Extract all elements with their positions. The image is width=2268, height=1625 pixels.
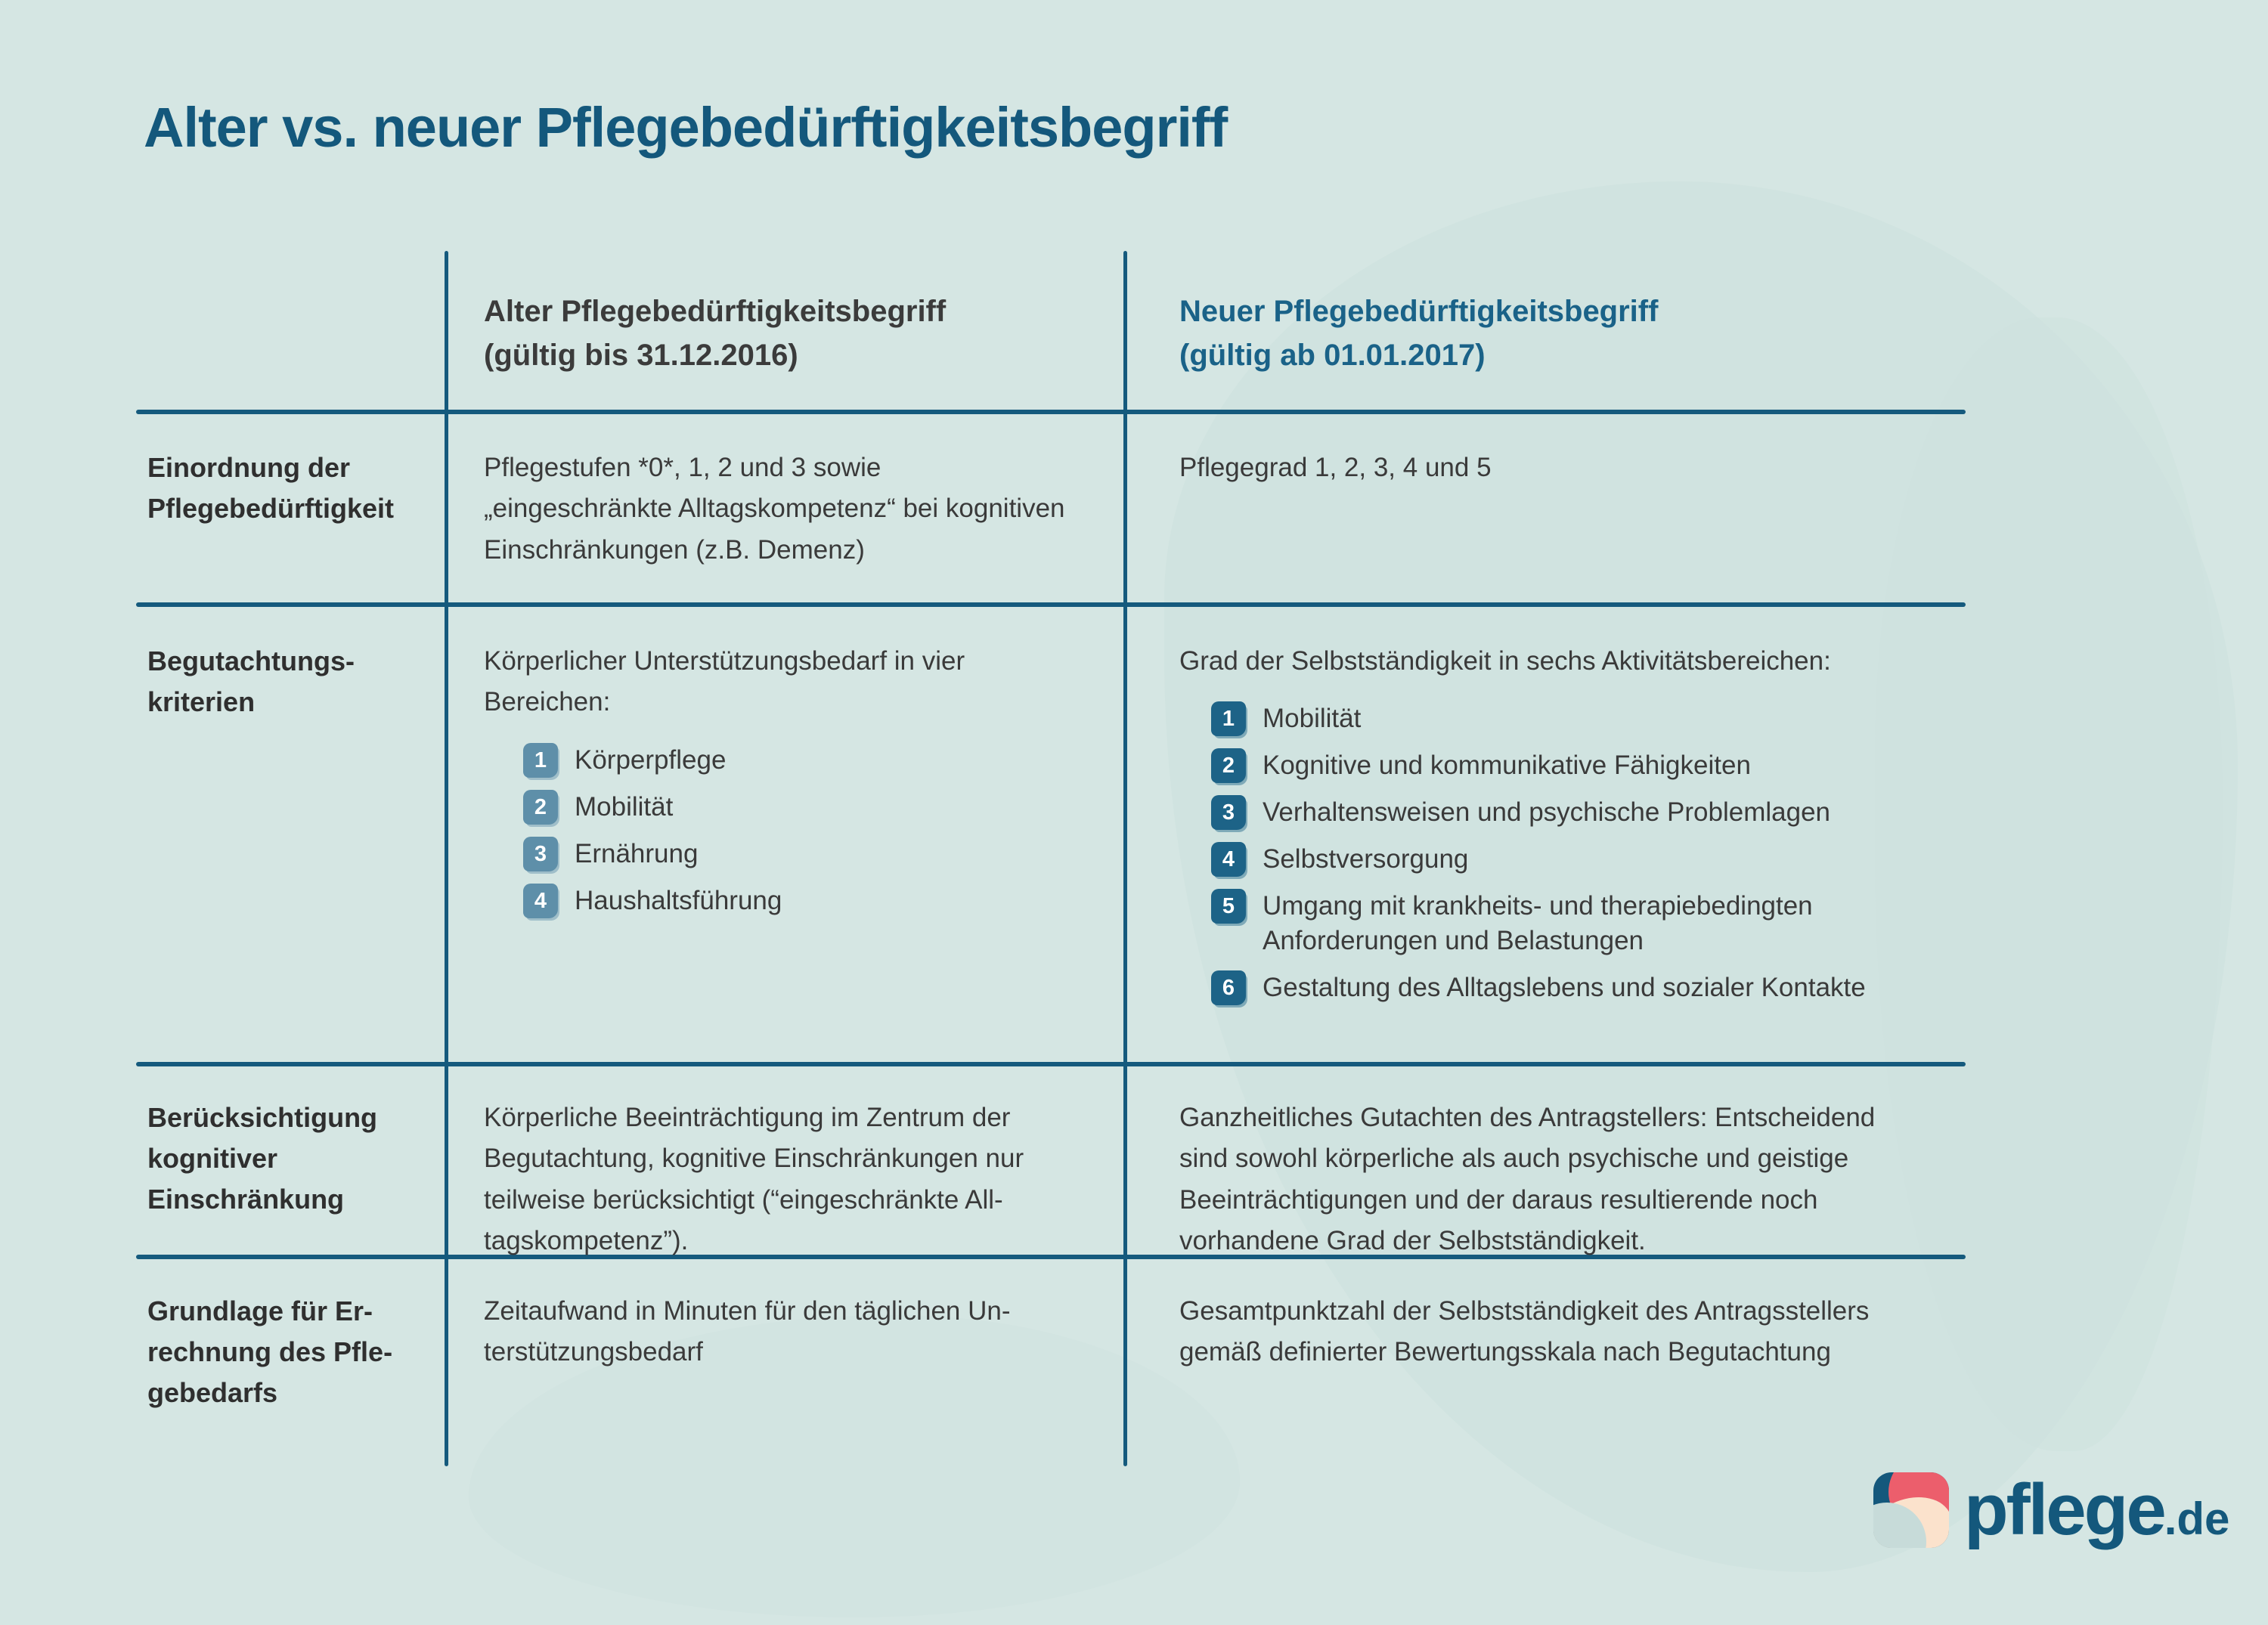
logo-brand-name: pflege bbox=[1964, 1469, 2167, 1550]
list-item: 3 Verhaltensweisen und psychische Proble… bbox=[1211, 795, 1928, 831]
column-header-old-subtitle: (gültig bis 31.12.2016) bbox=[484, 339, 798, 372]
list-item-label: Verhaltensweisen und psychische Probleml… bbox=[1263, 797, 1831, 828]
number-badge-3: 3 bbox=[523, 836, 558, 871]
row-label-beruecksichtigung: Berücksichtigung kognitiver Einschränkun… bbox=[147, 1102, 378, 1215]
row-label-einordnung: Einordnung der Pflegebedürftigkeit bbox=[147, 452, 395, 524]
cell-new-beruecksichtigung: Ganzheitliches Gutachten des Antragstell… bbox=[1179, 1103, 1876, 1255]
column-header-new: Neuer Pflegebedürftigkeitsbegriff (gülti… bbox=[1179, 289, 1943, 377]
number-badge-3: 3 bbox=[1211, 795, 1246, 831]
list-item-label: Mobilität bbox=[575, 791, 674, 822]
number-badge-1: 1 bbox=[1211, 701, 1246, 737]
new-criteria-list: 1 Mobilität 2 Kognitive und kommunikativ… bbox=[1179, 701, 1928, 1006]
list-item-label: Körperpflege bbox=[575, 744, 727, 775]
page-title: Alter vs. neuer Pflegebedürftigkeitsbegr… bbox=[144, 96, 1228, 159]
number-badge-2: 2 bbox=[1211, 748, 1246, 784]
pflege-de-logo: pflege .de bbox=[1873, 1472, 2229, 1548]
column-header-old: Alter Pflegebedürftigkeitsbegriff (gülti… bbox=[484, 289, 1089, 377]
table-row-divider-2 bbox=[136, 1062, 1966, 1066]
list-item: 1 Körperpflege bbox=[523, 742, 1074, 778]
cell-old-einordnung: Pflegestufen *0*, 1, 2 und 3 sowie „eing… bbox=[484, 453, 1065, 565]
column-header-old-title: Alter Pflegebedürftigkeitsbegriff bbox=[484, 295, 947, 328]
list-item: 2 Kognitive und kommunikative Fähigkeite… bbox=[1211, 748, 1928, 784]
cell-old-beruecksichtigung: Körperliche Beeinträchtigung im Zentrum … bbox=[484, 1103, 1024, 1255]
table-row-divider-header bbox=[136, 410, 1966, 414]
cell-old-grundlage: Zeitaufwand in Minuten für den täglichen… bbox=[484, 1296, 1011, 1367]
list-item-label: Ernährung bbox=[575, 838, 699, 868]
number-badge-2: 2 bbox=[523, 789, 558, 825]
cell-new-einordnung: Pflegegrad 1, 2, 3, 4 und 5 bbox=[1179, 453, 1492, 482]
watercolor-wash bbox=[1875, 317, 2223, 1451]
list-item: 6 Gestaltung des Alltagslebens und sozia… bbox=[1211, 970, 1928, 1006]
list-item: 5 Umgang mit krankheits- und therapiebed… bbox=[1211, 889, 1928, 958]
number-badge-6: 6 bbox=[1211, 970, 1246, 1006]
number-badge-4: 4 bbox=[523, 883, 558, 918]
table-column-divider-right bbox=[1123, 251, 1127, 1466]
watercolor-wash bbox=[469, 1315, 1240, 1617]
list-item-label: Selbstversorgung bbox=[1263, 844, 1469, 874]
column-header-new-subtitle: (gültig ab 01.01.2017) bbox=[1179, 339, 1486, 372]
list-item-label: Umgang mit krankheits- und therapiebedin… bbox=[1263, 891, 1813, 956]
table-column-divider-left bbox=[445, 251, 448, 1466]
list-item: 3 Ernährung bbox=[523, 836, 1074, 871]
logo-wordmark: pflege .de bbox=[1964, 1474, 2229, 1546]
row-label-begutachtungskriterien: Begutachtungs­kriterien bbox=[147, 645, 355, 717]
cell-new-begutachtungskriterien: Grad der Selbstständigkeit in sechs Akti… bbox=[1179, 641, 1928, 1017]
old-criteria-list: 1 Körperpflege 2 Mobilität 3 Ernährung 4… bbox=[484, 742, 1074, 918]
list-item-label: Haushaltsführung bbox=[575, 885, 782, 915]
column-header-new-title: Neuer Pflegebedürftigkeitsbegriff bbox=[1179, 295, 1659, 328]
list-item: 4 Selbstversorgung bbox=[1211, 842, 1928, 878]
list-item-label: Gestaltung des Alltagslebens und soziale… bbox=[1263, 973, 1866, 1003]
cell-new-begutachtung-intro: Grad der Selbstständigkeit in sechs Akti… bbox=[1179, 646, 1831, 676]
number-badge-5: 5 bbox=[1211, 889, 1246, 924]
table-row-divider-3 bbox=[136, 1255, 1966, 1259]
list-item-label: Kognitive und kommunikative Fähigkeiten bbox=[1263, 751, 1751, 781]
pflege-logo-icon bbox=[1873, 1472, 1949, 1548]
list-item: 4 Haushaltsführung bbox=[523, 883, 1074, 918]
cell-old-begutachtungskriterien: Körperlicher Unterstützungsbedarf in vie… bbox=[484, 641, 1074, 930]
table-row-divider-1 bbox=[136, 602, 1966, 607]
cell-new-grundlage: Gesamtpunktzahl der Selbstständigkeit de… bbox=[1179, 1296, 1870, 1367]
list-item-label: Mobilität bbox=[1263, 704, 1362, 734]
row-label-grundlage: Grundlage für Er­rechnung des Pfle­gebed… bbox=[147, 1295, 393, 1408]
list-item: 1 Mobilität bbox=[1211, 701, 1928, 737]
logo-tld: .de bbox=[2164, 1493, 2230, 1544]
list-item: 2 Mobilität bbox=[523, 789, 1074, 825]
cell-old-begutachtung-intro: Körperlicher Unterstützungsbedarf in vie… bbox=[484, 646, 965, 717]
number-badge-4: 4 bbox=[1211, 842, 1246, 878]
number-badge-1: 1 bbox=[523, 742, 558, 778]
